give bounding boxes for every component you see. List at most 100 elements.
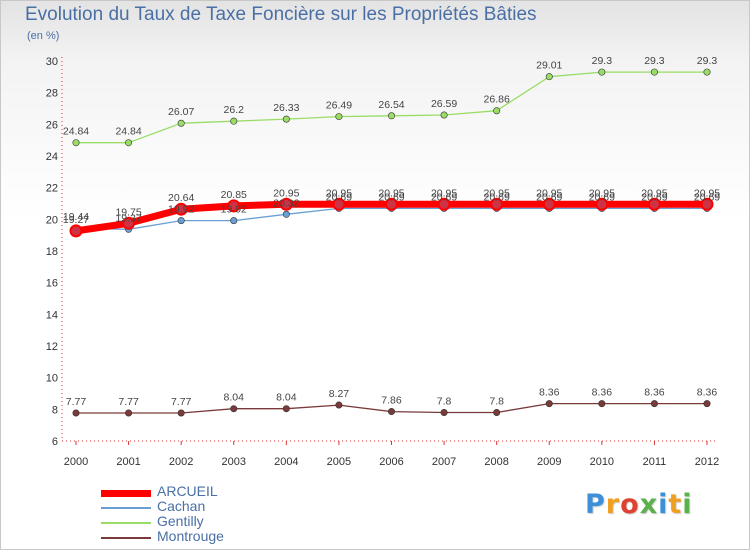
data-point-gentilly (282, 115, 290, 123)
logo-letter: r (605, 489, 621, 520)
data-label-cachan: 20.69 (589, 191, 615, 203)
logo-letter: t (668, 489, 683, 520)
y-axis-ticks: 6 8 10 12 14 16 18 20 22 24 26 28 30 (46, 56, 58, 448)
y-tick-label: 20 (46, 214, 58, 226)
data-point-cachan (177, 217, 185, 225)
data-label-cachan: 20.69 (536, 191, 562, 203)
data-point-gentilly (650, 68, 658, 76)
x-tick-label: 2012 (695, 456, 719, 468)
data-point-cachan (230, 217, 238, 225)
legend-item-gentilly: Gentilly (101, 513, 361, 530)
data-point-montrouge (125, 409, 133, 417)
data-point-arcueil (595, 197, 609, 211)
x-tick-label: 2008 (484, 456, 508, 468)
data-label-montrouge: 7.77 (171, 396, 192, 408)
data-label-gentilly: 29.3 (644, 55, 665, 67)
data-point-gentilly (72, 139, 80, 147)
data-label-montrouge: 8.36 (644, 387, 665, 399)
data-label-arcueil: 20.64 (168, 192, 194, 204)
data-point-gentilly (230, 117, 238, 125)
x-tick-label: 2002 (169, 456, 193, 468)
y-tick-label: 12 (46, 341, 58, 353)
x-tick-label: 2011 (643, 456, 667, 468)
logo-letter: P (585, 489, 606, 520)
legend: ARCUEIL Cachan Gentilly Montrouge (101, 483, 361, 545)
data-point-montrouge (650, 400, 658, 408)
y-tick-label: 22 (46, 183, 58, 195)
x-tick-label: 2009 (537, 456, 561, 468)
y-tick-label: 24 (46, 151, 58, 163)
series-lines (69, 68, 714, 417)
data-label-arcueil: 20.95 (431, 187, 457, 199)
data-label-montrouge: 8.36 (592, 387, 613, 399)
data-label-montrouge: 8.36 (697, 387, 718, 399)
data-label-montrouge: 7.86 (381, 395, 402, 407)
data-label-cachan: 20.69 (378, 191, 404, 203)
data-point-cachan (282, 210, 290, 218)
data-label-cachan: 19.92 (168, 204, 194, 216)
data-point-arcueil (174, 202, 188, 216)
data-label-arcueil: 20.95 (378, 187, 404, 199)
data-label-cachan: 19.92 (221, 204, 247, 216)
data-point-arcueil (279, 197, 293, 211)
data-point-arcueil (647, 197, 661, 211)
legend-swatch-montrouge (101, 537, 151, 539)
data-point-montrouge (282, 405, 290, 413)
y-tick-label: 14 (46, 309, 58, 321)
x-tick-label: 2000 (64, 456, 88, 468)
x-tick-label: 2006 (379, 456, 403, 468)
y-tick-label: 6 (52, 436, 58, 448)
data-label-cachan: 20.69 (431, 191, 457, 203)
data-label-cachan: 20.69 (326, 191, 352, 203)
data-point-arcueil (122, 216, 136, 230)
data-label-cachan: 20.69 (484, 191, 510, 203)
data-label-gentilly: 26.33 (273, 102, 299, 114)
data-label-arcueil: 20.95 (273, 187, 299, 199)
data-point-gentilly (177, 119, 185, 127)
data-label-montrouge: 7.8 (489, 396, 504, 408)
data-point-montrouge (72, 409, 80, 417)
legend-item-arcueil: ARCUEIL (101, 483, 361, 500)
data-label-cachan: 20.69 (694, 191, 720, 203)
data-label-gentilly: 26.86 (484, 94, 510, 106)
data-label-gentilly: 29.3 (592, 55, 613, 67)
data-label-arcueil: 20.85 (221, 189, 247, 201)
data-point-montrouge (177, 409, 185, 417)
data-label-arcueil: 20.95 (694, 187, 720, 199)
data-point-gentilly (493, 107, 501, 115)
data-point-gentilly (335, 113, 343, 121)
data-point-gentilly (440, 111, 448, 119)
data-label-cachan: 20.69 (641, 191, 667, 203)
data-point-arcueil (700, 197, 714, 211)
legend-item-cachan: Cachan (101, 498, 361, 515)
data-label-arcueil: 20.95 (536, 187, 562, 199)
data-point-arcueil (332, 197, 346, 211)
data-label-gentilly: 29.3 (697, 55, 718, 67)
data-label-arcueil: 19.75 (115, 206, 141, 218)
y-tick-label: 28 (46, 88, 58, 100)
x-tick-label: 2001 (116, 456, 140, 468)
axes (61, 57, 715, 442)
data-label-gentilly: 24.84 (63, 126, 89, 138)
legend-swatch-arcueil (101, 489, 151, 497)
data-label-arcueil: 20.95 (641, 187, 667, 199)
logo-letter: i (658, 489, 669, 520)
data-point-montrouge (703, 400, 711, 408)
legend-item-montrouge: Montrouge (101, 528, 361, 545)
data-label-montrouge: 8.36 (539, 387, 560, 399)
data-label-gentilly: 26.49 (326, 100, 352, 112)
data-point-gentilly (703, 68, 711, 76)
data-label-arcueil: 20.95 (326, 187, 352, 199)
y-tick-label: 16 (46, 278, 58, 290)
legend-label-arcueil: ARCUEIL (157, 483, 218, 499)
data-label-arcueil: 19.27 (63, 214, 89, 226)
data-label-montrouge: 7.77 (118, 396, 139, 408)
data-point-arcueil (437, 197, 451, 211)
data-point-gentilly (545, 73, 553, 81)
data-label-cachan: 20.32 (273, 197, 299, 209)
data-point-arcueil (69, 224, 83, 238)
data-label-arcueil: 20.95 (589, 187, 615, 199)
y-tick-label: 8 (52, 404, 58, 416)
data-label-cachan: 19.44 (63, 211, 89, 223)
